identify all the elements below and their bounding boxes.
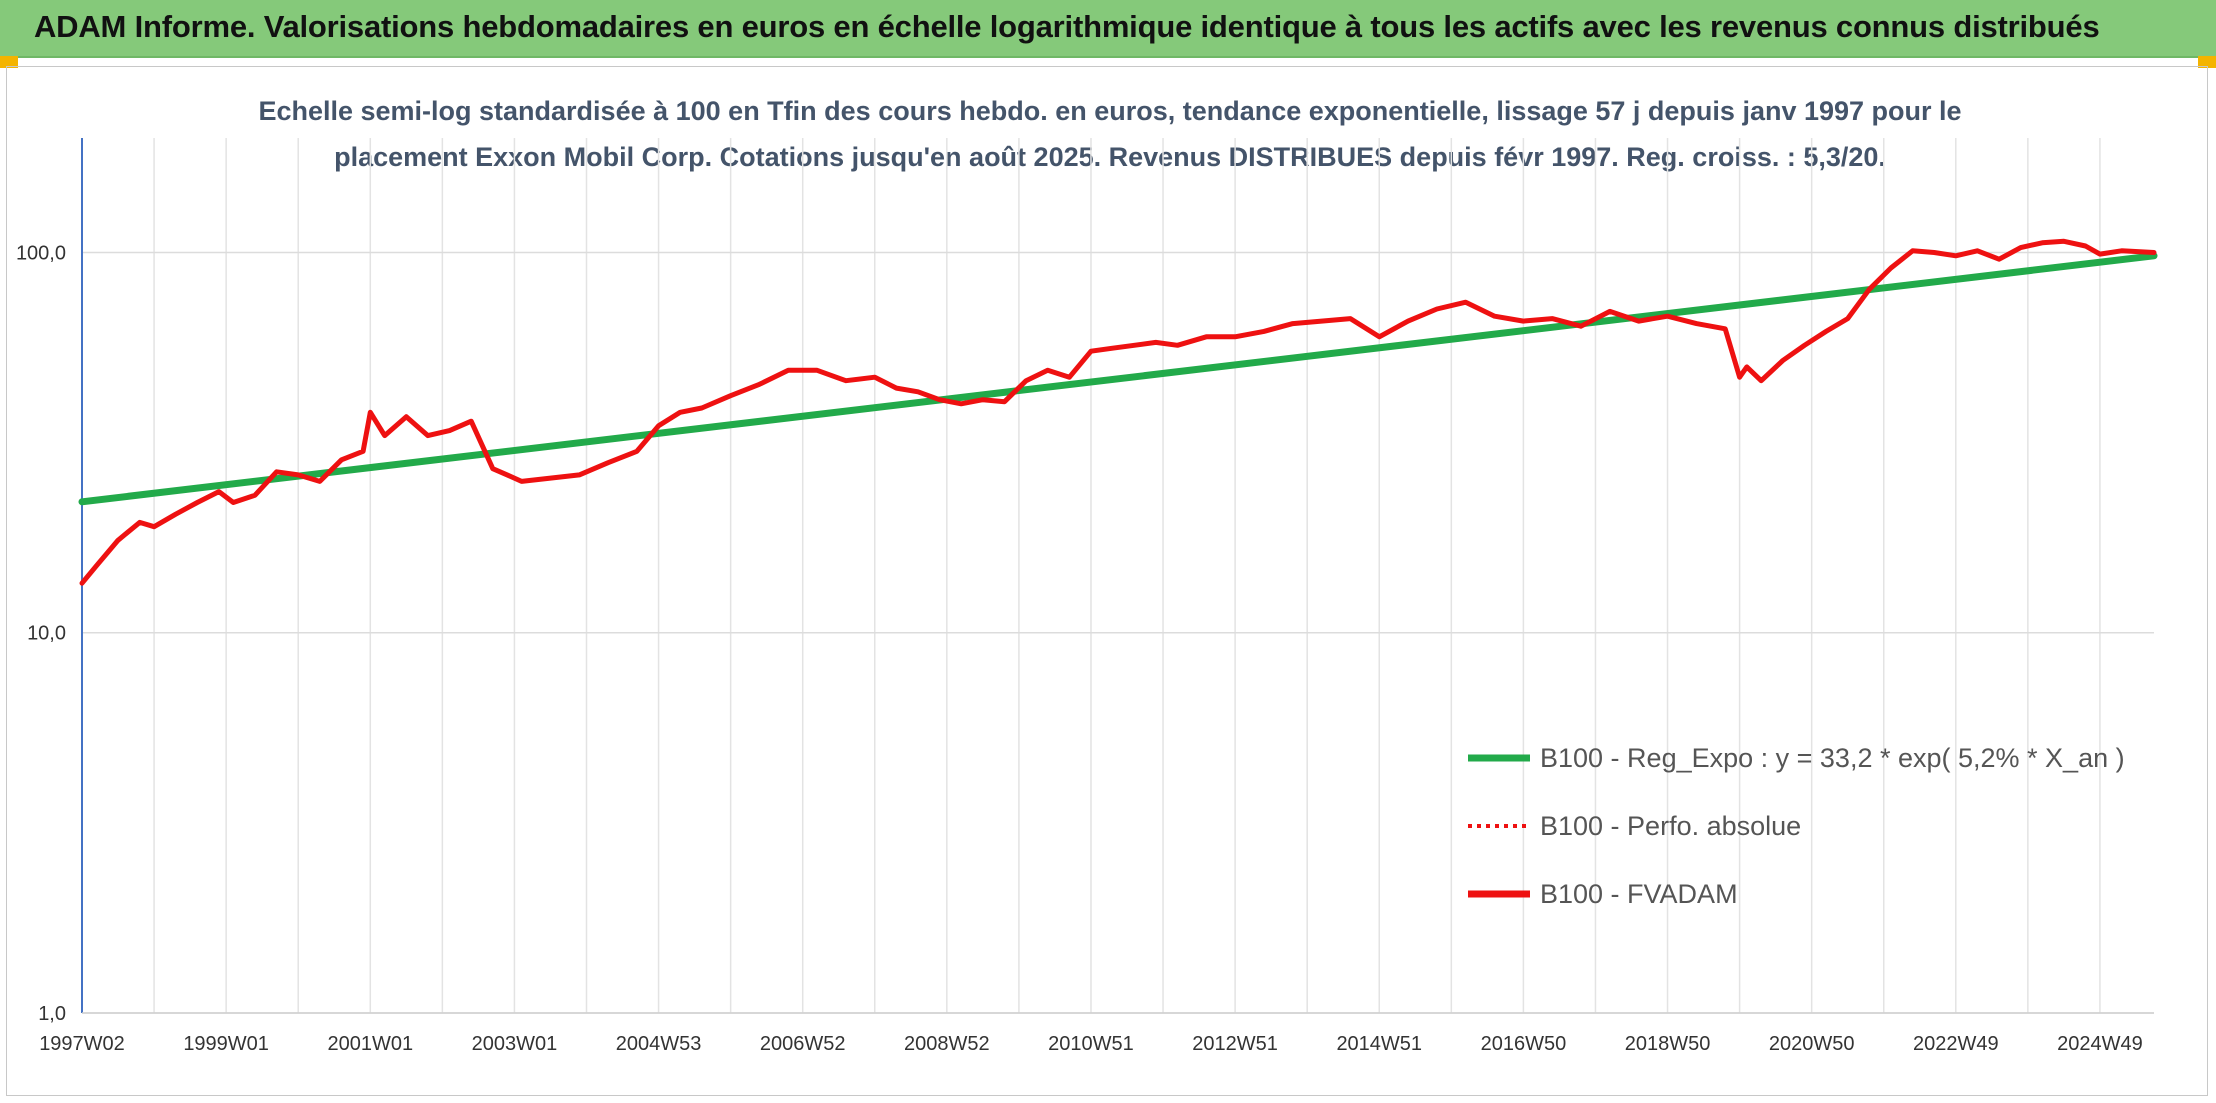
report-title: ADAM Informe. Valorisations hebdomadaire… [34,9,2100,44]
axis-layer: 1,0 10,0 100,0 1997W02 1999W01 2001W01 2003W01… [16,138,2154,1055]
x-tick-label: 2006W52 [760,1033,846,1055]
x-tick-label: 2003W01 [472,1033,558,1055]
x-tick-label: 2020W50 [1769,1033,1855,1055]
legend-label: B100 - Perfo. absolue [1540,811,1801,841]
x-tick-label: 2022W49 [1913,1033,1999,1055]
grid-layer [81,138,2154,1014]
fvadam-series-line [79,238,2157,586]
y-tick-label: 10,0 [27,623,66,645]
x-tick-label: 2010W51 [1048,1033,1134,1055]
chart-title-line-2: placement Exxon Mobil Corp. Cotations ju… [334,142,1886,172]
corner-marker-right [2198,56,2216,68]
x-tick-label: 2012W51 [1192,1033,1278,1055]
y-tick-label: 1,0 [38,1003,66,1025]
header-banner: ADAM Informe. Valorisations hebdomadaire… [0,0,2216,58]
chart-title-line-1: Echelle semi-log standardisée à 100 en T… [258,96,1962,126]
x-tick-label: 1997W02 [39,1033,125,1055]
series-layer [78,238,2158,586]
x-tick-label: 2001W01 [327,1033,413,1055]
x-tick-label: 2014W51 [1336,1033,1422,1055]
x-tick-label: 2016W50 [1481,1033,1567,1055]
legend-label: B100 - FVADAM [1540,879,1738,909]
x-tick-label: 2018W50 [1625,1033,1711,1055]
x-tick-label: 2008W52 [904,1033,990,1055]
trend-line-series [78,252,2158,506]
x-tick-label: 2004W53 [616,1033,702,1055]
y-tick-label: 100,0 [16,242,66,264]
x-tick-label: 2024W49 [2057,1033,2143,1055]
x-tick-label: 1999W01 [183,1033,269,1055]
legend-label: B100 - Reg_Expo : y = 33,2 * exp( 5,2% *… [1540,743,2125,773]
chart-frame [6,66,2208,1096]
legend: B100 - Reg_Expo : y = 33,2 * exp( 5,2% *… [1468,743,2125,909]
corner-marker-left [0,56,18,68]
